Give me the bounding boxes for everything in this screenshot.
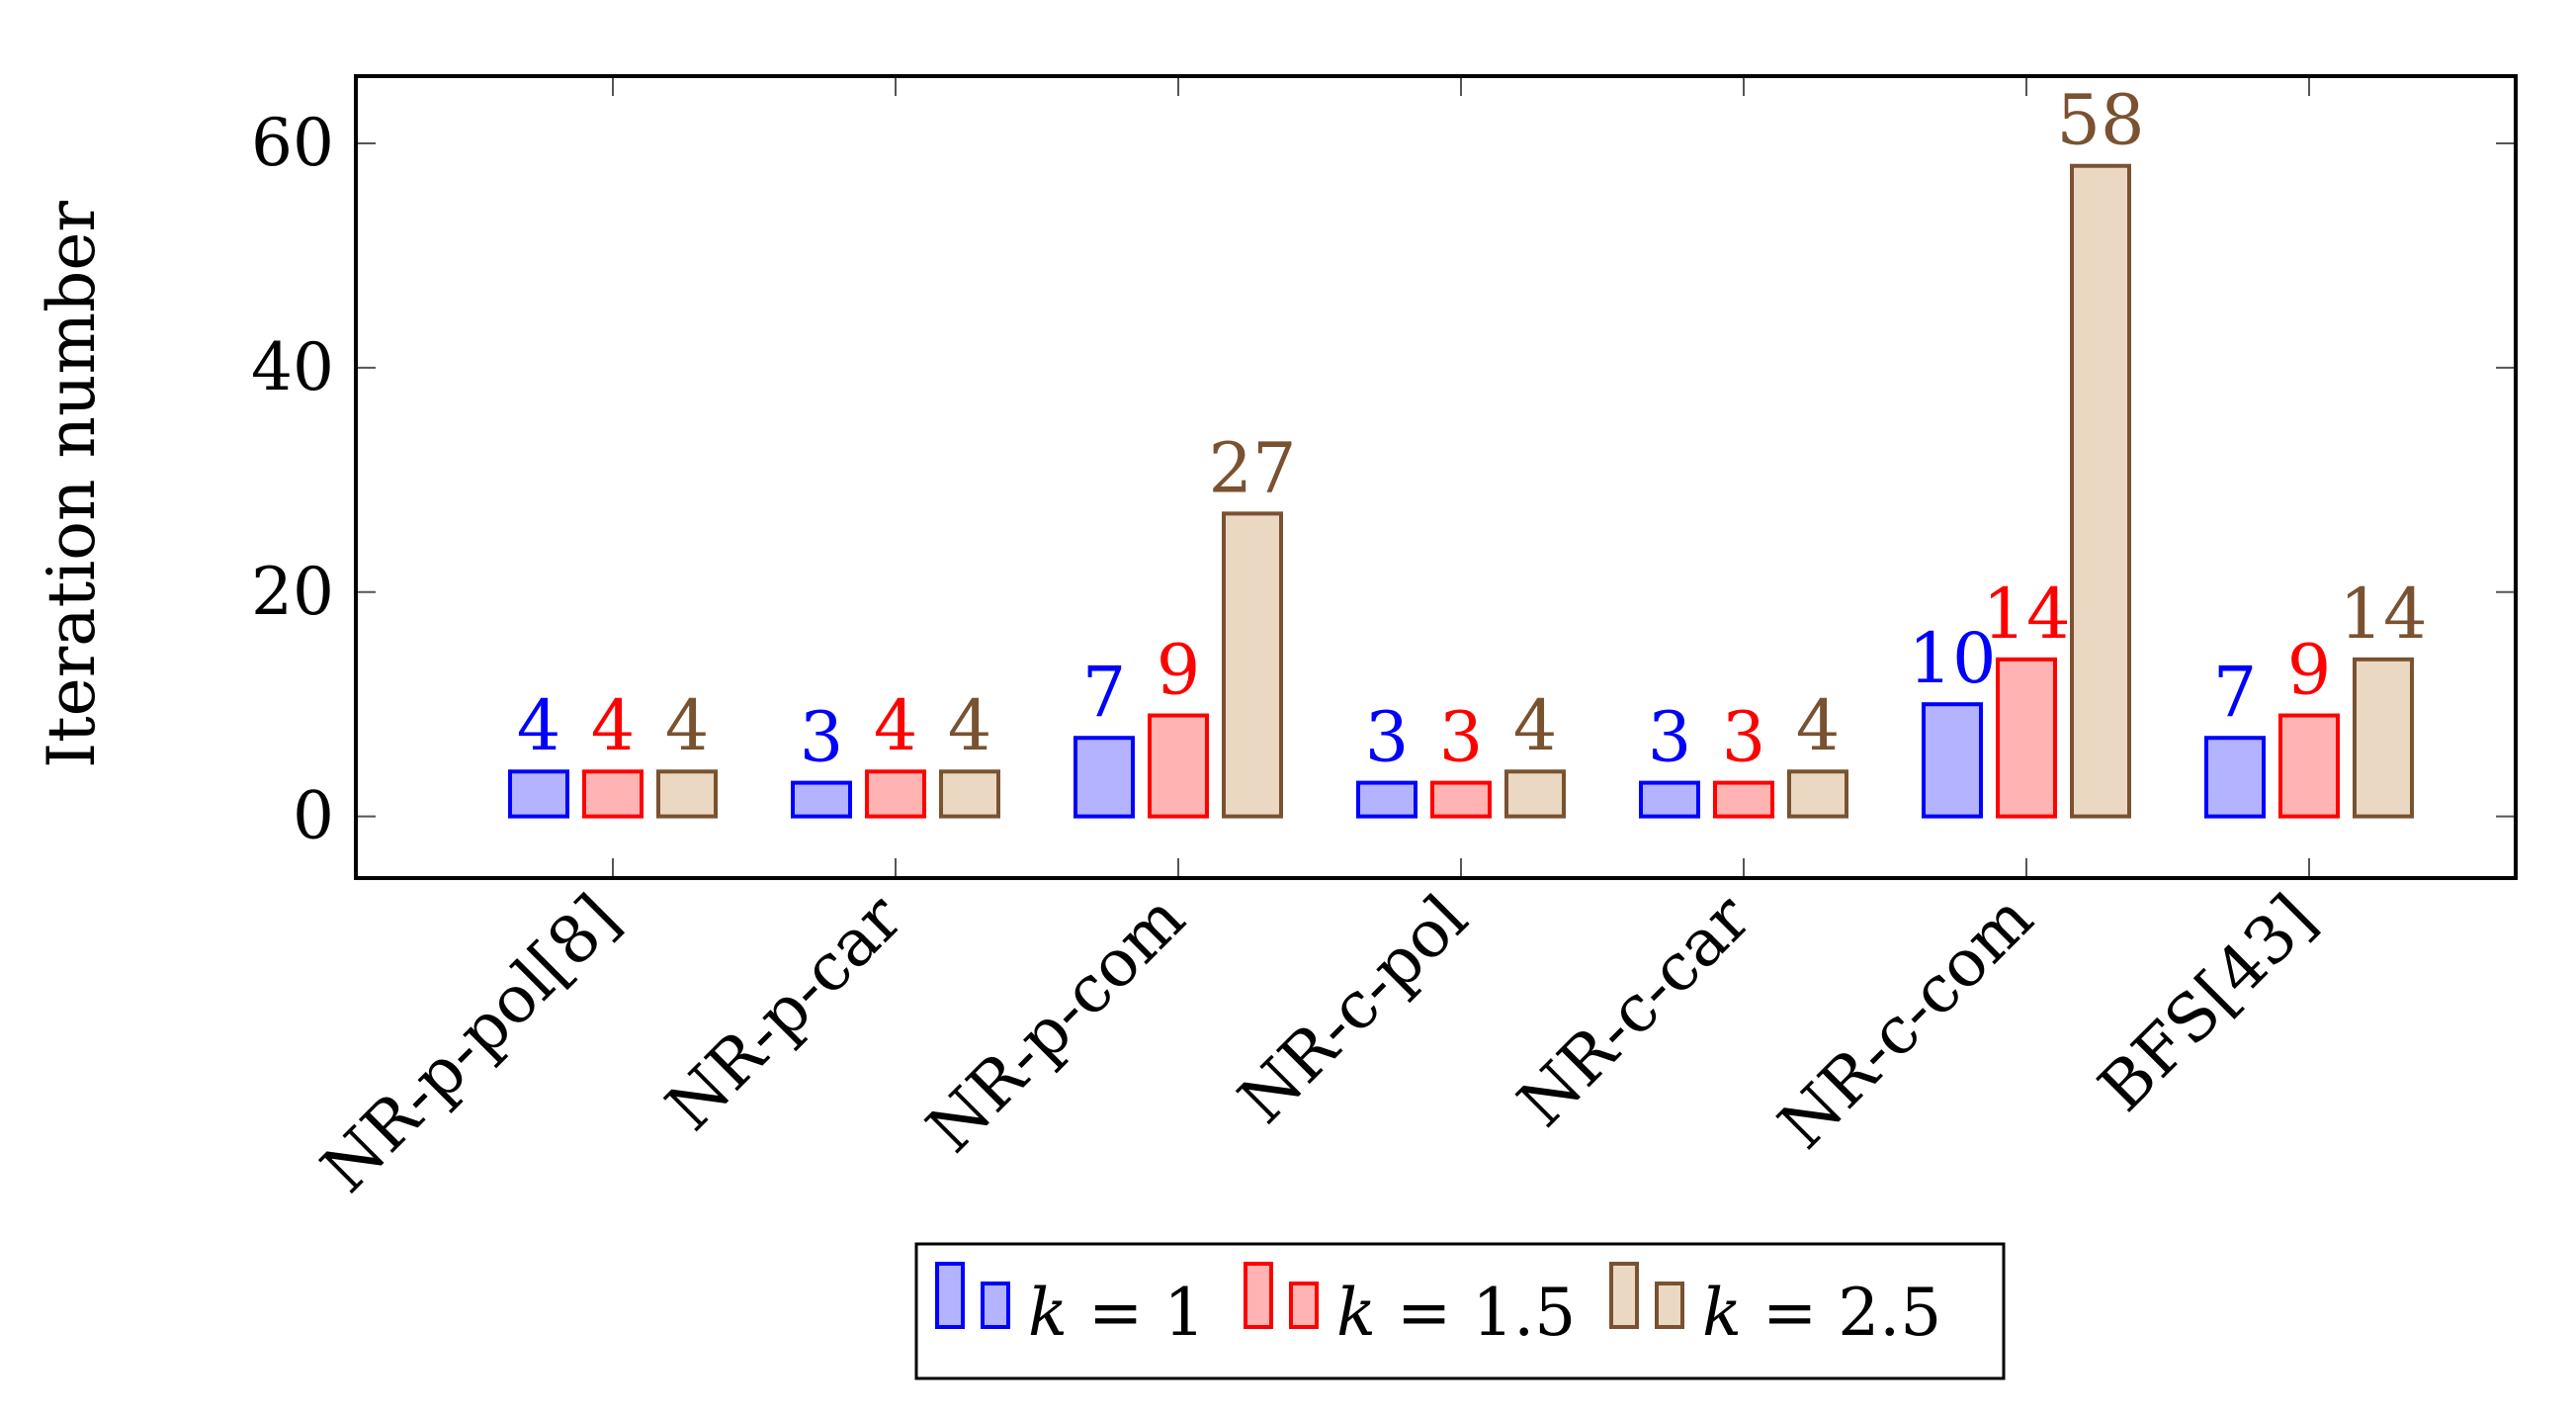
legend-swatch-tall — [935, 1262, 965, 1329]
legend-entry-value: = 2.5 — [1742, 1275, 1941, 1351]
bar — [1787, 769, 1848, 819]
bar-value-label: 7 — [1082, 652, 1127, 733]
legend-entry-value: = 1.5 — [1376, 1275, 1576, 1351]
x-tick-label: NR-p-pol[8] — [306, 880, 634, 1207]
plot-frame — [354, 74, 2518, 880]
x-tick-label: NR-p-car — [651, 880, 916, 1145]
bar-value-label: 4 — [874, 685, 918, 766]
bar-value-label: 4 — [948, 685, 992, 766]
bar-value-label: 7 — [2213, 652, 2258, 733]
bar-value-label: 3 — [1365, 697, 1410, 778]
bar-value-label: 14 — [1982, 574, 2070, 655]
legend-entry-variable: k — [1028, 1275, 1068, 1351]
bar — [865, 769, 926, 819]
legend-swatch-short — [1655, 1282, 1684, 1329]
x-tick-label: NR-c-com — [1764, 880, 2048, 1164]
bar-value-label: 3 — [1722, 697, 1766, 778]
bar — [791, 780, 852, 819]
bar-value-label: 27 — [1208, 427, 1296, 508]
bar — [582, 769, 644, 819]
bar — [1922, 702, 1983, 819]
bar-value-label: 4 — [665, 685, 710, 766]
y-tick-label: 20 — [251, 554, 334, 630]
bar-value-label: 9 — [1157, 630, 1201, 711]
bar-value-label: 10 — [1908, 618, 1996, 699]
x-tick-label: BFS[43] — [2084, 880, 2330, 1126]
bar-value-label: 3 — [1648, 697, 1692, 778]
bar — [1639, 780, 1700, 819]
legend-entry: k = 1 — [1028, 1275, 1205, 1351]
bar-value-label: 3 — [800, 697, 844, 778]
bar — [1430, 780, 1492, 819]
bar-value-label: 4 — [517, 685, 561, 766]
bar-value-label: 4 — [591, 685, 636, 766]
bar-value-label: 4 — [1513, 685, 1558, 766]
legend-entry: k = 2.5 — [1702, 1275, 1941, 1351]
bar-value-label: 14 — [2339, 574, 2427, 655]
legend-box — [914, 1242, 2006, 1380]
legend-entry: k = 1.5 — [1336, 1275, 1576, 1351]
legend-swatch-short — [981, 1282, 1010, 1329]
bar — [656, 769, 718, 819]
bar — [1356, 780, 1417, 819]
y-tick-labels: 0 20 40 60 — [251, 105, 334, 854]
y-axis-label: Iteration number — [34, 201, 110, 768]
bar — [508, 769, 569, 819]
bar-value-label: 58 — [2056, 80, 2144, 161]
bar — [2204, 736, 2266, 819]
legend-entry-variable: k — [1702, 1275, 1742, 1351]
legend-swatch-tall — [1609, 1262, 1639, 1329]
bar — [1996, 657, 2057, 819]
bars — [508, 163, 2414, 819]
bar — [2070, 163, 2131, 819]
bar — [1073, 736, 1135, 819]
bar — [2278, 713, 2340, 819]
bar — [939, 769, 1000, 819]
bar-value-label: 9 — [2287, 630, 2332, 711]
bar-value-label: 4 — [1796, 685, 1841, 766]
bar — [1222, 511, 1283, 819]
legend-entry-variable: k — [1336, 1275, 1376, 1351]
x-tick-label: NR-c-car — [1503, 880, 1765, 1142]
y-tick-label: 60 — [251, 105, 334, 181]
y-tick-label: 0 — [293, 778, 334, 854]
x-tick-label: NR-c-pol — [1224, 880, 1482, 1138]
legend-swatch-short — [1289, 1282, 1319, 1329]
legend-entry-value: = 1 — [1068, 1275, 1205, 1351]
bar — [1148, 713, 1209, 819]
y-tick-label: 40 — [251, 329, 334, 405]
bar-value-label: 3 — [1439, 697, 1484, 778]
axis-ticks — [356, 76, 2516, 878]
bar — [2353, 657, 2414, 819]
legend-swatch-tall — [1244, 1262, 1273, 1329]
bar — [1713, 780, 1774, 819]
x-tick-label: NR-p-com — [912, 880, 1199, 1167]
bar — [1504, 769, 1566, 819]
